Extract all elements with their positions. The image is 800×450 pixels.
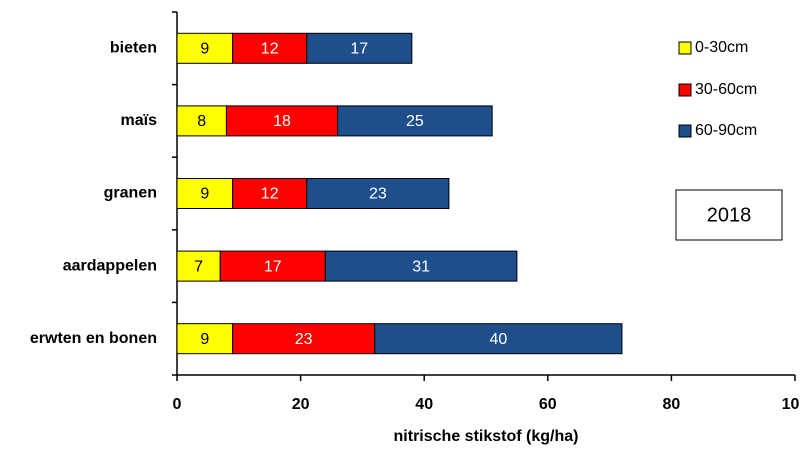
- legend-label: 0-30cm: [695, 39, 748, 56]
- data-label: 17: [264, 258, 282, 275]
- bar-segment: [176, 178, 234, 209]
- data-label: 17: [350, 41, 368, 58]
- y-tick-label: bieten: [110, 40, 157, 57]
- bar-segment: [225, 105, 339, 137]
- x-tick-label: 100: [782, 396, 800, 413]
- legend-swatch: [678, 41, 692, 55]
- bar-segment: [176, 323, 234, 355]
- data-label: 25: [406, 113, 424, 130]
- legend-label: 60-90cm: [695, 122, 757, 139]
- x-axis-label: nitrische stikstof (kg/ha): [394, 428, 579, 445]
- bar-segment: [306, 32, 413, 64]
- annotation: 2018: [707, 204, 752, 226]
- data-label: 40: [489, 331, 507, 348]
- y-tick-label: granen: [104, 185, 157, 202]
- annotation-box: [675, 189, 783, 241]
- x-tick-label: 60: [539, 396, 557, 413]
- legend-label: 30-60cm: [695, 81, 757, 98]
- x-tick-label: 0: [173, 396, 182, 413]
- data-label: 12: [261, 41, 279, 58]
- legend-swatch: [678, 83, 692, 97]
- data-label: 23: [295, 331, 313, 348]
- data-label: 8: [197, 113, 206, 130]
- y-tick-label: erwten en bonen: [30, 330, 157, 347]
- bar-segment: [176, 250, 221, 282]
- y-tick-label: maïs: [121, 112, 158, 129]
- data-label: 9: [200, 331, 209, 348]
- x-tick-label: 40: [415, 396, 433, 413]
- data-label: 31: [412, 258, 430, 275]
- bar-segment: [219, 250, 326, 282]
- data-label: 23: [369, 186, 387, 203]
- bar-segment: [306, 178, 450, 209]
- data-label: 7: [194, 258, 203, 275]
- data-label: 9: [200, 186, 209, 203]
- data-label: 9: [200, 41, 209, 58]
- y-tick-label: aardappelen: [63, 257, 157, 274]
- bar-segment: [324, 250, 518, 282]
- legend-swatch: [678, 124, 692, 138]
- data-label: 12: [261, 186, 279, 203]
- bar-segment: [232, 323, 376, 355]
- x-tick-label: 20: [292, 396, 310, 413]
- bar-segment: [232, 32, 308, 64]
- x-tick-label: 80: [663, 396, 681, 413]
- bar-segment: [374, 323, 623, 355]
- bar-segment: [337, 105, 493, 137]
- data-label: 18: [273, 113, 291, 130]
